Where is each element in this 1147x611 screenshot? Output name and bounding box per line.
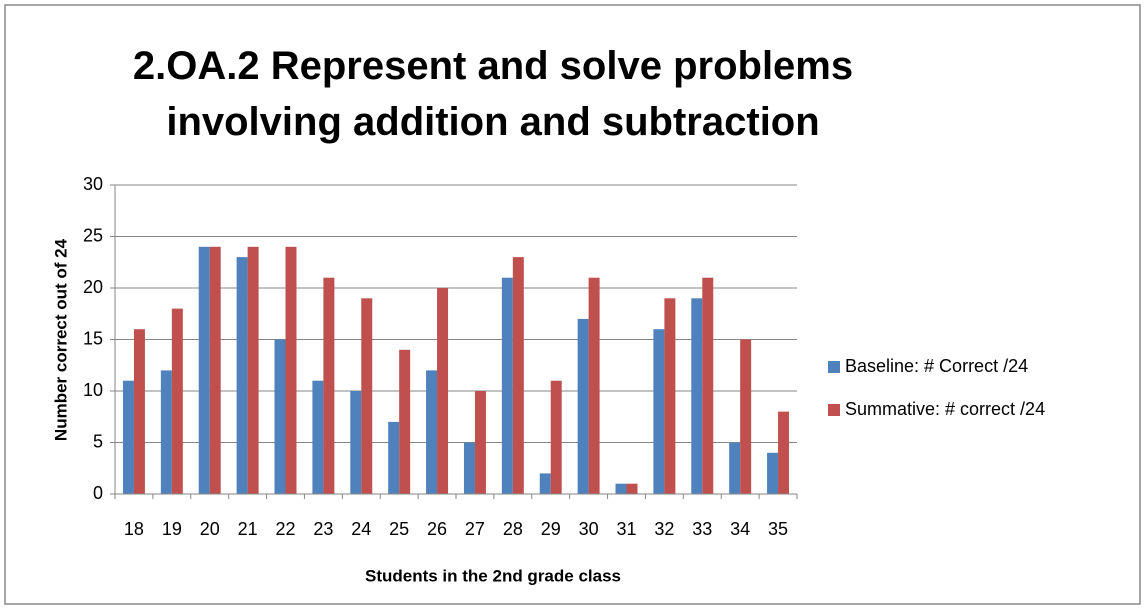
- x-tick-label: 34: [730, 519, 750, 539]
- bar: [388, 421, 400, 494]
- y-tick-label: 5: [93, 431, 103, 451]
- legend-label: Summative: # correct /24: [845, 399, 1045, 419]
- bar: [198, 246, 210, 494]
- bar: [664, 298, 676, 494]
- x-tick-label: 23: [313, 519, 333, 539]
- bar: [539, 473, 551, 494]
- y-tick-label: 15: [83, 328, 103, 348]
- y-tick-label: 0: [93, 483, 103, 503]
- bar: [729, 442, 741, 494]
- y-tick-label: 25: [83, 225, 103, 245]
- bar: [133, 329, 145, 494]
- bar: [437, 288, 449, 494]
- x-tick-label: 24: [351, 519, 371, 539]
- bar: [285, 246, 297, 494]
- x-tick-label: 35: [768, 519, 788, 539]
- chart-border: [4, 4, 1141, 605]
- bar: [767, 452, 779, 494]
- bar: [501, 277, 513, 494]
- bar: [740, 339, 752, 494]
- bar: [550, 380, 562, 494]
- x-tick-label: 19: [162, 519, 182, 539]
- bar: [653, 329, 665, 494]
- bar: [236, 257, 248, 494]
- x-axis-label: Students in the 2nd grade class: [365, 566, 621, 585]
- bar: [399, 349, 411, 494]
- x-tick-label: 26: [427, 519, 447, 539]
- bar: [122, 380, 134, 494]
- bar: [426, 370, 438, 494]
- legend-swatch: [828, 361, 840, 373]
- bar: [778, 411, 790, 494]
- y-axis-label: Number correct out of 24: [51, 238, 70, 441]
- bar: [691, 298, 703, 494]
- bar: [463, 442, 475, 494]
- x-tick-label: 22: [275, 519, 295, 539]
- bar: [512, 257, 524, 494]
- x-tick-label: 18: [124, 519, 144, 539]
- bar: [209, 246, 221, 494]
- bar: [361, 298, 373, 494]
- bar: [350, 391, 362, 494]
- bar: [615, 483, 627, 494]
- x-tick-label: 25: [389, 519, 409, 539]
- x-tick-label: 33: [692, 519, 712, 539]
- y-tick-label: 10: [83, 380, 103, 400]
- bar: [274, 339, 286, 494]
- x-tick-label: 28: [503, 519, 523, 539]
- x-tick-label: 29: [541, 519, 561, 539]
- bar: [577, 318, 589, 494]
- y-tick-label: 20: [83, 277, 103, 297]
- x-tick-label: 32: [654, 519, 674, 539]
- bar: [171, 308, 183, 494]
- bar: [702, 277, 714, 494]
- bar: [626, 483, 638, 494]
- x-tick-label: 31: [616, 519, 636, 539]
- bar: [474, 391, 486, 494]
- chart-title: 2.OA.2 Represent and solve problems invo…: [132, 44, 854, 144]
- bar: [312, 380, 324, 494]
- x-tick-label: 20: [200, 519, 220, 539]
- y-tick-label: 30: [83, 174, 103, 194]
- bar: [323, 277, 335, 494]
- x-tick-label: 27: [465, 519, 485, 539]
- legend-swatch: [828, 404, 840, 416]
- x-tick-label: 30: [579, 519, 599, 539]
- bar: [247, 246, 259, 494]
- bar: [588, 277, 600, 494]
- x-tick-label: 21: [238, 519, 258, 539]
- legend-label: Baseline: # Correct /24: [845, 356, 1028, 376]
- bar: [160, 370, 172, 494]
